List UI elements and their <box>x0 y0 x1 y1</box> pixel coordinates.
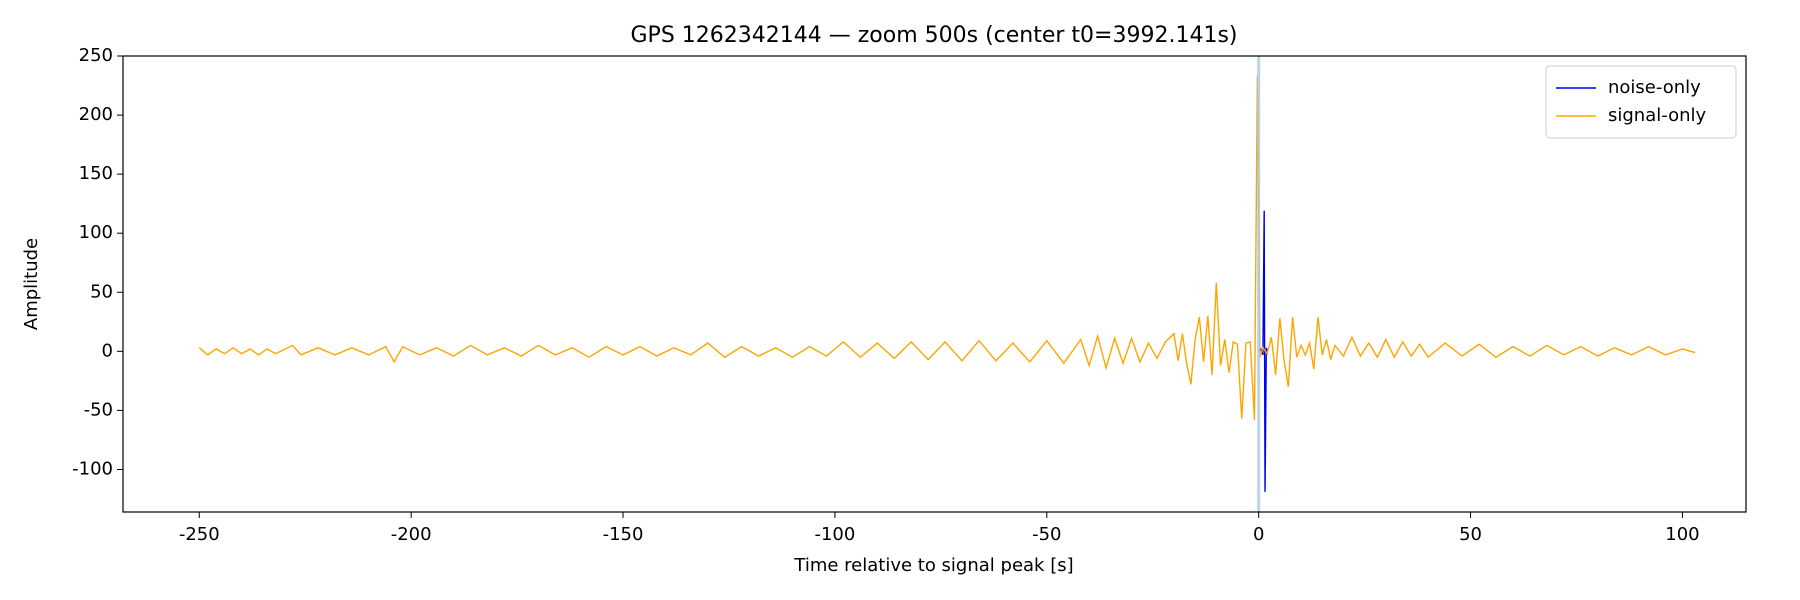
x-axis-label: Time relative to signal peak [s] <box>793 555 1073 576</box>
y-tick-label: 100 <box>79 222 113 243</box>
y-tick-label: 50 <box>90 281 113 302</box>
y-tick-label: -100 <box>72 458 113 479</box>
legend-box <box>1545 65 1737 139</box>
legend-label: noise-only <box>1608 77 1701 98</box>
chart-title: GPS 1262342144 — zoom 500s (center t0=39… <box>631 23 1238 48</box>
y-tick-label: 150 <box>79 163 113 184</box>
x-tick-label: -150 <box>603 524 644 545</box>
y-tick-label: -50 <box>84 399 113 420</box>
plot-frame <box>122 55 1747 513</box>
x-tick-label: -250 <box>179 524 220 545</box>
series-line <box>1258 210 1268 492</box>
series-line <box>198 76 1696 420</box>
y-tick-label: 250 <box>79 45 113 66</box>
y-axis-label: Amplitude <box>21 238 42 330</box>
x-tick-label: -50 <box>1032 524 1061 545</box>
x-tick-label: 100 <box>1665 524 1699 545</box>
y-tick-label: 0 <box>102 340 113 361</box>
legend-label: signal-only <box>1608 105 1706 126</box>
x-tick-label: -200 <box>391 524 432 545</box>
x-tick-label: 50 <box>1459 524 1482 545</box>
x-tick-label: -100 <box>814 524 855 545</box>
x-tick-label: 0 <box>1253 524 1264 545</box>
plot-area <box>198 56 1696 512</box>
y-tick-label: 200 <box>79 104 113 125</box>
